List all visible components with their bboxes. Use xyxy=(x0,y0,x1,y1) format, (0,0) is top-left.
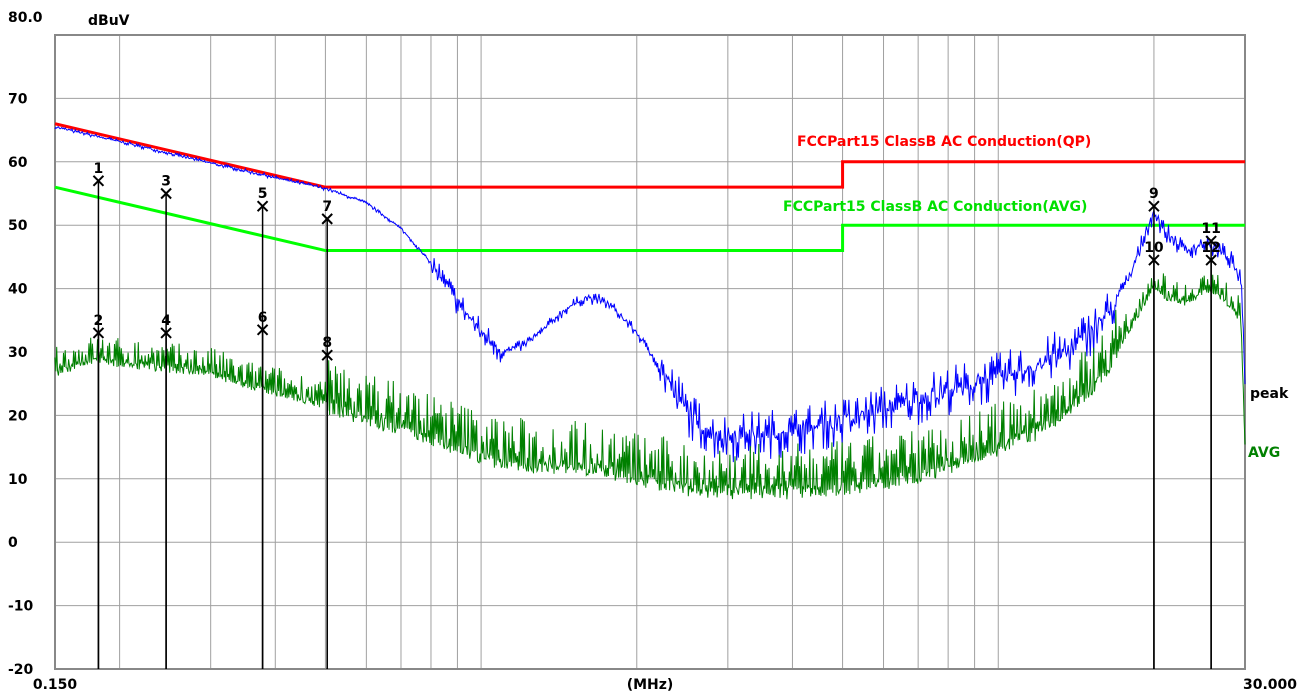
marker-x-icon xyxy=(256,200,269,212)
limit-label-qp: FCCPart15 ClassB AC Conduction(QP) xyxy=(797,134,1091,150)
marker-label: 2 xyxy=(94,313,104,329)
plot-frame xyxy=(54,34,1246,670)
y-tick-label: 30 xyxy=(8,345,28,361)
limit-label-avg: FCCPart15 ClassB AC Conduction(AVG) xyxy=(783,199,1087,215)
x-tick-label: 0.150 xyxy=(33,677,78,693)
series-lines xyxy=(54,126,1246,500)
marker-x-icon xyxy=(256,324,269,336)
marker-label: 8 xyxy=(322,335,332,351)
x-tick-label: 30.000 xyxy=(1243,677,1297,693)
marker-x-icon xyxy=(1205,254,1217,266)
marker-x-icon xyxy=(321,349,333,361)
marker-x-icon xyxy=(160,187,172,200)
y-tick-labels: 80.0 70 60 50 40 30 20 10 0 -10 -20 xyxy=(8,10,43,678)
series-label-peak: peak xyxy=(1250,386,1289,402)
y-tick-label: -10 xyxy=(8,599,34,615)
marker-label: 11 xyxy=(1201,221,1220,237)
y-tick-label: 40 xyxy=(8,282,28,298)
limit-lines xyxy=(54,122,1245,253)
marker-label: 12 xyxy=(1201,240,1220,256)
marker-label: 3 xyxy=(161,174,171,190)
marker-x-icon xyxy=(321,213,333,225)
y-axis-label: dBuV xyxy=(88,13,130,29)
series-line-avg xyxy=(54,273,1246,500)
marker-x-icon xyxy=(160,327,172,339)
limit-line-avg xyxy=(54,185,1245,253)
y-tick-label: 60 xyxy=(8,155,28,171)
x-axis-label: (MHz) xyxy=(627,677,674,693)
series-line-peak xyxy=(54,126,1246,463)
marker-x-icon xyxy=(92,327,105,339)
marker-label: 9 xyxy=(1149,186,1159,202)
y-tick-label: 80.0 xyxy=(8,10,43,26)
y-tick-label: 10 xyxy=(8,472,28,488)
y-tick-label: -20 xyxy=(8,662,34,678)
marker-label: 4 xyxy=(161,313,171,329)
y-tick-label: 20 xyxy=(8,408,28,424)
marker-x-icon xyxy=(1205,235,1217,247)
marker-label: 10 xyxy=(1144,240,1164,256)
grid-lines xyxy=(55,35,1245,669)
y-tick-label: 0 xyxy=(8,535,18,551)
marker-x-icon xyxy=(1148,254,1160,266)
marker-x-icon xyxy=(1148,200,1160,212)
limit-line-qp xyxy=(54,122,1245,189)
series-label-avg: AVG xyxy=(1248,445,1280,461)
marker-x-icon xyxy=(92,175,105,187)
marker-label: 1 xyxy=(94,161,104,177)
marker-label: 5 xyxy=(258,186,268,202)
y-tick-label: 50 xyxy=(8,218,28,234)
marker-label: 7 xyxy=(322,199,332,215)
marker-label: 6 xyxy=(258,310,268,326)
y-tick-label: 70 xyxy=(8,91,28,107)
x-tick-labels: 0.150 30.000 xyxy=(33,677,1297,693)
